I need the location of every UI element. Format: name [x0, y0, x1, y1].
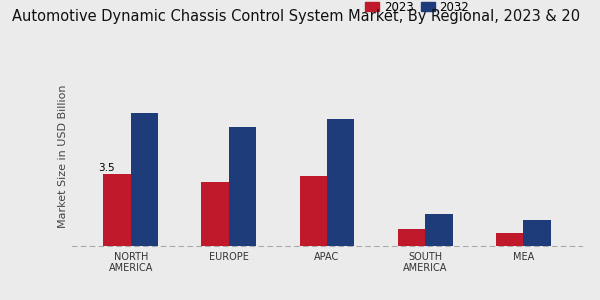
- Y-axis label: Market Size in USD Billion: Market Size in USD Billion: [58, 84, 68, 228]
- Bar: [202, 182, 229, 246]
- Legend: 2023, 2032: 2023, 2032: [360, 0, 474, 19]
- Bar: [131, 113, 158, 246]
- Bar: [425, 214, 452, 246]
- Bar: [229, 127, 256, 246]
- Bar: [496, 233, 523, 246]
- Bar: [398, 229, 425, 246]
- Bar: [299, 176, 327, 246]
- Text: Automotive Dynamic Chassis Control System Market, By Regional, 2023 & 20: Automotive Dynamic Chassis Control Syste…: [12, 9, 580, 24]
- Bar: [327, 119, 355, 246]
- Bar: [103, 174, 131, 246]
- Bar: [523, 220, 551, 246]
- Text: 3.5: 3.5: [98, 163, 115, 172]
